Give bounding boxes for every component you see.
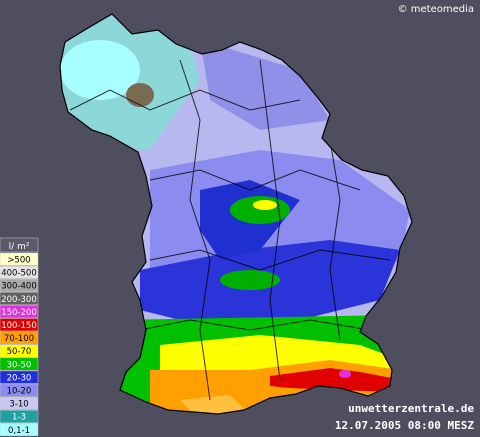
legend-swatch [0, 423, 39, 437]
legend-swatch [0, 318, 39, 332]
legend-label: 0,1-1 [8, 426, 30, 436]
legend-swatch [0, 252, 39, 266]
legend-swatch [0, 344, 39, 358]
legend-swatch [0, 331, 39, 345]
credit: © meteomedia [398, 4, 474, 15]
legend-label: 150-200 [1, 308, 37, 318]
legend-swatch [0, 409, 39, 423]
legend-swatch [0, 292, 39, 306]
legend-label: 300-400 [1, 282, 37, 292]
legend-label: 10-20 [7, 387, 32, 397]
legend-label: 20-30 [7, 373, 32, 383]
legend-swatch [0, 357, 39, 371]
legend-label: 400-500 [1, 269, 37, 279]
legend-label: 200-300 [1, 295, 37, 305]
legend-swatch [0, 383, 39, 397]
legend: l/ m² >500 400-500 300-400 200-300 150-200 10… [0, 237, 39, 437]
legend-title: l/ m² [9, 242, 30, 252]
legend-swatch [0, 396, 39, 410]
legend-label: 50-70 [7, 347, 32, 357]
border [59, 13, 413, 415]
timestamp: 12.07.2005 08:00 MESZ [335, 419, 474, 432]
legend-title-box [0, 237, 39, 253]
legend-swatch [0, 370, 39, 384]
legend-label: 100-150 [1, 321, 37, 331]
legend-label: 30-50 [7, 360, 32, 370]
legend-swatch [0, 305, 39, 319]
legend-label: >500 [7, 256, 30, 266]
source: unwetterzentrale.de [348, 402, 474, 415]
legend-label: 1-3 [12, 413, 26, 423]
legend-swatch [0, 265, 39, 279]
legend-swatch [0, 278, 39, 292]
legend-label: 3-10 [9, 400, 28, 410]
legend-label: 70-100 [4, 334, 34, 344]
